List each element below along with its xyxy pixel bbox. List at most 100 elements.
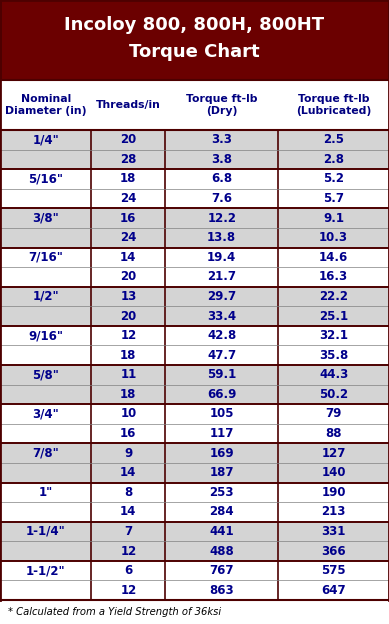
Text: 24: 24 [120, 192, 137, 205]
Text: 767: 767 [210, 564, 234, 577]
Bar [0, 248, 389, 267]
Text: 187: 187 [210, 466, 234, 479]
Text: 3/8": 3/8" [32, 212, 59, 225]
Text: 140: 140 [321, 466, 346, 479]
Text: 12: 12 [120, 583, 137, 597]
Text: 20: 20 [120, 270, 137, 283]
Text: Incoloy 800, 800H, 800HT
Torque Chart: Incoloy 800, 800H, 800HT Torque Chart [65, 16, 324, 61]
Text: Nominal
Diameter (in): Nominal Diameter (in) [5, 94, 86, 116]
Bar [0, 384, 389, 404]
Text: 24: 24 [120, 232, 137, 244]
Text: 169: 169 [209, 447, 234, 460]
Text: 6.8: 6.8 [211, 172, 232, 185]
Text: 1/4": 1/4" [32, 134, 59, 146]
Text: 127: 127 [321, 447, 346, 460]
Text: 12: 12 [120, 545, 137, 557]
Text: 13.8: 13.8 [207, 232, 236, 244]
Text: 50.2: 50.2 [319, 388, 348, 401]
Bar [0, 541, 389, 561]
Text: 14: 14 [120, 505, 137, 519]
Text: 5.7: 5.7 [323, 192, 344, 205]
Text: 16: 16 [120, 212, 137, 225]
Text: 79: 79 [325, 407, 342, 421]
Bar [0, 267, 389, 286]
Text: 7/16": 7/16" [28, 251, 63, 264]
Bar [0, 130, 389, 150]
Text: 44.3: 44.3 [319, 368, 348, 381]
Text: 1-1/2": 1-1/2" [26, 564, 65, 577]
Text: 5.2: 5.2 [323, 172, 344, 185]
Text: 14.6: 14.6 [319, 251, 348, 264]
Bar [0, 208, 389, 228]
Text: Threads/in: Threads/in [96, 100, 161, 110]
Bar [0, 169, 389, 188]
Text: 42.8: 42.8 [207, 329, 237, 342]
Text: 18: 18 [120, 388, 137, 401]
Text: 284: 284 [209, 505, 234, 519]
Bar [0, 346, 389, 365]
Text: 8: 8 [124, 486, 133, 499]
Text: 13: 13 [120, 290, 137, 303]
Text: 1": 1" [39, 486, 53, 499]
Text: 18: 18 [120, 349, 137, 362]
Text: 331: 331 [321, 525, 346, 538]
Text: 863: 863 [209, 583, 234, 597]
Text: 11: 11 [120, 368, 137, 381]
Bar [0, 286, 389, 306]
Bar [0, 561, 389, 580]
Text: 9/16": 9/16" [28, 329, 63, 342]
Text: 213: 213 [321, 505, 346, 519]
Text: 2.8: 2.8 [323, 153, 344, 166]
Text: 9: 9 [124, 447, 133, 460]
Text: 9.1: 9.1 [323, 212, 344, 225]
Text: 33.4: 33.4 [207, 310, 236, 323]
Bar [0, 80, 389, 130]
Text: 20: 20 [120, 310, 137, 323]
Text: 88: 88 [325, 427, 342, 440]
Text: 117: 117 [210, 427, 234, 440]
Text: 575: 575 [321, 564, 346, 577]
Bar [0, 522, 389, 541]
Text: 12: 12 [120, 329, 137, 342]
Text: 29.7: 29.7 [207, 290, 236, 303]
Text: 19.4: 19.4 [207, 251, 237, 264]
Bar [0, 365, 389, 384]
Text: 16: 16 [120, 427, 137, 440]
Text: 14: 14 [120, 251, 137, 264]
Text: 66.9: 66.9 [207, 388, 237, 401]
Text: 3.3: 3.3 [211, 134, 232, 146]
Text: 1-1/4": 1-1/4" [26, 525, 66, 538]
Text: 25.1: 25.1 [319, 310, 348, 323]
Bar [0, 188, 389, 208]
Bar [0, 326, 389, 346]
Bar [0, 482, 389, 502]
Text: 21.7: 21.7 [207, 270, 236, 283]
Text: Torque ft-lb
(Lubricated): Torque ft-lb (Lubricated) [296, 94, 371, 116]
Text: 14: 14 [120, 466, 137, 479]
Text: 3.8: 3.8 [211, 153, 232, 166]
Text: 20: 20 [120, 134, 137, 146]
Text: 253: 253 [210, 486, 234, 499]
Text: * Calculated from a Yield Strength of 36ksi: * Calculated from a Yield Strength of 36… [8, 607, 221, 617]
Text: 28: 28 [120, 153, 137, 166]
Text: 2.5: 2.5 [323, 134, 344, 146]
Bar [0, 404, 389, 424]
Text: 10.3: 10.3 [319, 232, 348, 244]
Bar [0, 463, 389, 482]
Text: 488: 488 [209, 545, 234, 557]
Text: 7.6: 7.6 [211, 192, 232, 205]
Text: 7/8": 7/8" [32, 447, 59, 460]
Text: 105: 105 [210, 407, 234, 421]
Text: 18: 18 [120, 172, 137, 185]
Text: 5/8": 5/8" [32, 368, 59, 381]
Text: Torque ft-lb
(Dry): Torque ft-lb (Dry) [186, 94, 258, 116]
Text: 3/4": 3/4" [32, 407, 59, 421]
Text: 10: 10 [120, 407, 137, 421]
Bar [0, 0, 389, 80]
Bar [0, 424, 389, 443]
Text: 647: 647 [321, 583, 346, 597]
Text: 16.3: 16.3 [319, 270, 348, 283]
Text: 190: 190 [321, 486, 346, 499]
Text: 12.2: 12.2 [207, 212, 236, 225]
Text: 7: 7 [124, 525, 132, 538]
